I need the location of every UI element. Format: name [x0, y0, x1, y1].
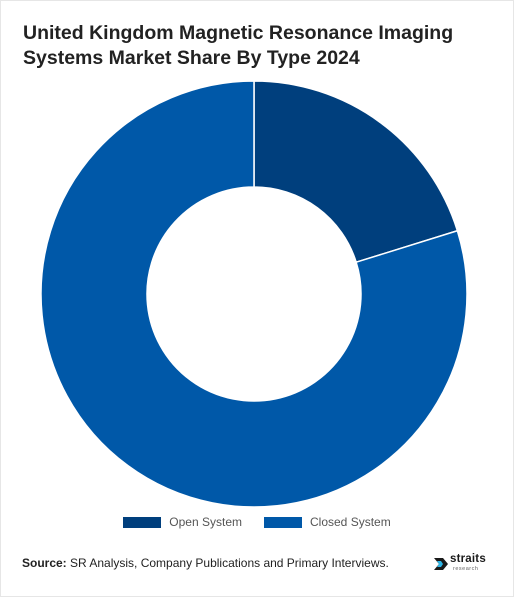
donut-slice-closed-system[interactable]: [40, 80, 468, 508]
source-label: Source:: [22, 556, 67, 570]
chart-title-line-1: United Kingdom Magnetic Resonance Imagin…: [23, 22, 454, 44]
logo-name: straits: [450, 553, 486, 565]
source-note: Source: SR Analysis, Company Publication…: [22, 556, 389, 570]
donut-slice-open-system[interactable]: [253, 80, 459, 264]
straits-logo: straits research: [434, 552, 494, 576]
donut-chart: [40, 80, 468, 508]
legend-item-open-system[interactable]: Open System: [123, 515, 242, 529]
legend-label-closed-system: Closed System: [310, 515, 391, 529]
straits-arrow-icon: [434, 558, 448, 570]
chart-title: United Kingdom Magnetic Resonance Imagin…: [23, 21, 493, 71]
logo-tagline: research: [453, 566, 479, 572]
legend-swatch-closed-system: [264, 516, 302, 528]
source-text: SR Analysis, Company Publications and Pr…: [66, 556, 389, 570]
legend-swatch-open-system: [123, 516, 162, 528]
chart-title-line-2: Systems Market Share By Type 2024: [23, 47, 360, 69]
legend-label-open-system: Open System: [169, 515, 242, 529]
chart-legend: Open System Closed System: [0, 515, 514, 529]
legend-item-closed-system[interactable]: Closed System: [264, 515, 391, 529]
